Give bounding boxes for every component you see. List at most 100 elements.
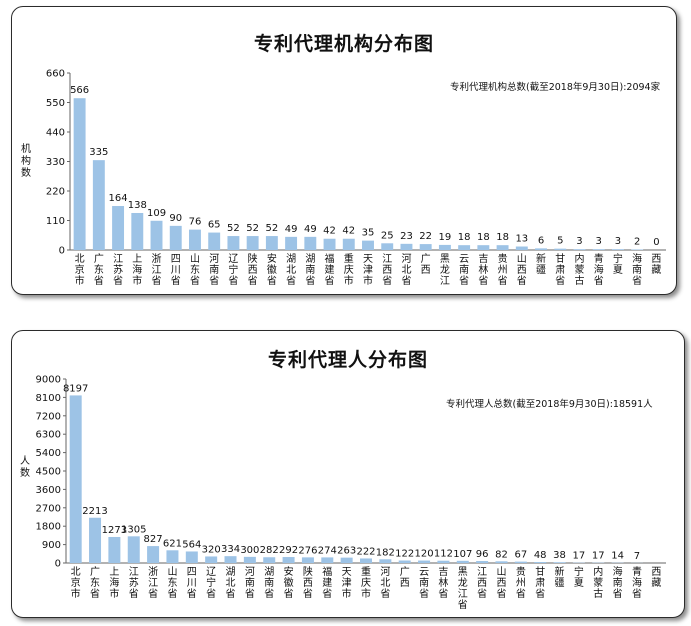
bar: [131, 212, 144, 250]
x-tick-label: 甘肃省: [535, 565, 545, 600]
data-label: 222: [356, 546, 375, 557]
x-tick-label: 安徽省: [267, 252, 277, 287]
x-tick-label: 广东省: [94, 253, 104, 287]
x-tick-label: 云南省: [419, 567, 429, 600]
chart-title: 专利代理机构分布图: [253, 33, 434, 55]
data-label: 42: [323, 226, 336, 237]
x-tick-label: 辽宁省: [228, 253, 238, 287]
bar: [169, 225, 182, 250]
bar: [227, 236, 240, 250]
data-label: 18: [477, 232, 490, 243]
bar: [73, 98, 86, 250]
data-label: 90: [169, 213, 182, 224]
x-tick-label: 辽宁省: [206, 566, 216, 600]
data-label: 49: [285, 224, 298, 235]
data-label: 566: [70, 85, 89, 96]
agent-chart-panel: 专利代理人分布图 专利代理人总数(截至2018年9月30日):18591人 人数…: [11, 330, 685, 618]
data-label: 335: [89, 147, 108, 158]
y-tick-label: 9000: [36, 375, 61, 386]
bar: [127, 536, 140, 563]
data-label: 42: [342, 226, 355, 237]
data-label: 22: [419, 231, 432, 242]
y-tick-label: 0: [55, 559, 61, 570]
x-tick-label: 北京市: [71, 566, 81, 600]
x-tick-label: 四川省: [187, 567, 197, 600]
data-label: 3: [576, 236, 582, 247]
y-tick-label: 2700: [36, 503, 61, 514]
bar: [208, 232, 221, 250]
bar: [342, 238, 355, 250]
bar: [89, 517, 102, 563]
bar: [534, 562, 547, 563]
data-label: 19: [439, 232, 452, 243]
bar: [456, 560, 469, 563]
data-label: 18: [496, 232, 509, 243]
data-label: 122: [395, 549, 414, 560]
bar: [418, 560, 431, 563]
x-tick-label: 西藏: [651, 254, 661, 276]
data-label: 109: [147, 208, 166, 219]
bar: [265, 236, 278, 250]
bar: [553, 562, 566, 563]
y-tick-label: 4500: [36, 467, 61, 478]
y-tick-label: 6300: [36, 430, 61, 441]
data-label: 3: [596, 236, 602, 247]
bar: [112, 206, 125, 250]
x-tick-label: 重庆市: [344, 252, 354, 287]
x-tick-label: 重庆市: [361, 565, 371, 600]
bar: [246, 236, 259, 250]
bar: [147, 546, 160, 563]
y-tick-label: 220: [46, 187, 65, 198]
bar: [535, 248, 547, 250]
bar: [495, 561, 508, 563]
bar: [514, 561, 527, 563]
bar: [381, 243, 394, 250]
data-label: 320: [202, 544, 221, 555]
x-tick-label: 黑龙江: [440, 253, 450, 287]
bar: [263, 557, 276, 563]
x-tick-label: 山西省: [517, 253, 527, 287]
x-tick-label: 贵州省: [498, 252, 508, 287]
y-tick-label: 660: [46, 69, 65, 80]
x-tick-label: 内蒙古: [574, 252, 584, 287]
data-label: 3: [615, 236, 621, 247]
x-tick-label: 新疆: [555, 565, 565, 589]
bar: [419, 244, 432, 250]
data-label: 38: [553, 550, 566, 561]
data-label: 112: [434, 549, 453, 560]
bar: [362, 240, 374, 250]
x-tick-label: 吉林省: [478, 253, 488, 287]
institution-bar-chart: 0110220330440550660566北京市335广东省164江苏省138…: [46, 69, 666, 287]
bar: [515, 246, 528, 250]
data-label: 274: [318, 545, 337, 556]
bar: [592, 249, 605, 250]
x-tick-label: 宁夏: [574, 565, 584, 589]
bar: [323, 238, 336, 250]
bar: [573, 249, 586, 250]
x-tick-label: 江西省: [477, 566, 487, 600]
data-label: 334: [221, 544, 240, 555]
data-label: 182: [376, 547, 395, 558]
bar: [458, 245, 471, 250]
x-tick-label: 福建省: [322, 565, 332, 600]
bar: [360, 558, 372, 563]
data-label: 300: [240, 545, 259, 556]
x-tick-label: 内蒙古: [593, 565, 603, 600]
x-tick-label: 海南省: [613, 565, 623, 600]
bar: [477, 245, 490, 250]
y-axis-label: 人数: [20, 456, 30, 479]
x-tick-label: 广西: [400, 566, 410, 589]
x-tick-label: 新疆: [536, 252, 546, 276]
x-tick-label: 上海市: [132, 253, 142, 287]
data-label: 5: [557, 236, 563, 247]
x-tick-label: 西藏: [651, 567, 661, 589]
x-tick-label: 河北省: [401, 253, 411, 287]
y-tick-label: 900: [42, 540, 61, 551]
x-tick-label: 江苏省: [113, 253, 123, 287]
data-label: 6: [538, 235, 544, 246]
data-label: 263: [337, 546, 356, 557]
bar: [243, 556, 256, 563]
data-label: 52: [227, 223, 240, 234]
bar: [301, 557, 314, 563]
x-tick-label: 浙江省: [152, 253, 162, 287]
